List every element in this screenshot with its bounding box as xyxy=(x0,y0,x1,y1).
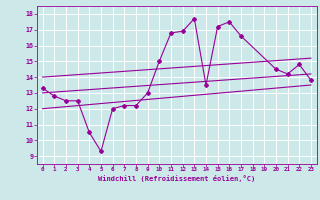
X-axis label: Windchill (Refroidissement éolien,°C): Windchill (Refroidissement éolien,°C) xyxy=(98,175,255,182)
